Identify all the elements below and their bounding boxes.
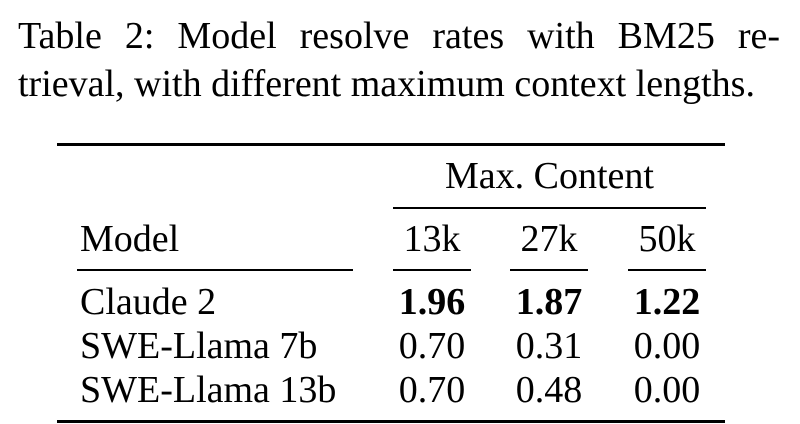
column-header-27k: 27k bbox=[520, 218, 578, 260]
row-2-13k: 0.70 bbox=[398, 325, 466, 367]
row-3-model: SWE-Llama 13b bbox=[80, 369, 337, 411]
column-header-model: Model bbox=[80, 218, 180, 260]
row-3-13k: 0.70 bbox=[398, 369, 466, 411]
row-2-model: SWE-Llama 7b bbox=[80, 325, 318, 367]
group-header-rule bbox=[393, 207, 706, 209]
row-1-50k: 1.22 bbox=[633, 281, 701, 323]
row-3-27k: 0.48 bbox=[515, 369, 583, 411]
table-bottom-rule bbox=[57, 420, 725, 423]
table-top-rule bbox=[57, 143, 725, 146]
caption-line-2: trieval, with different maximum context … bbox=[18, 63, 755, 105]
caption-line-1: Table 2: Model resolve rates with BM25 r… bbox=[18, 15, 780, 57]
row-2-50k: 0.00 bbox=[633, 325, 701, 367]
header-rule-13k bbox=[393, 269, 471, 271]
header-rule-model bbox=[77, 269, 353, 271]
row-1-27k: 1.87 bbox=[515, 281, 583, 323]
row-1-model: Claude 2 bbox=[80, 281, 217, 323]
header-rule-50k bbox=[628, 269, 706, 271]
row-3-50k: 0.00 bbox=[633, 369, 701, 411]
column-header-50k: 50k bbox=[638, 218, 696, 260]
column-header-13k: 13k bbox=[403, 218, 461, 260]
row-1-13k: 1.96 bbox=[398, 281, 466, 323]
header-rule-27k bbox=[510, 269, 588, 271]
row-2-27k: 0.31 bbox=[515, 325, 583, 367]
group-header-max-content: Max. Content bbox=[445, 155, 654, 197]
table-caption: Table 2: Model resolve rates with BM25 r… bbox=[18, 12, 780, 108]
